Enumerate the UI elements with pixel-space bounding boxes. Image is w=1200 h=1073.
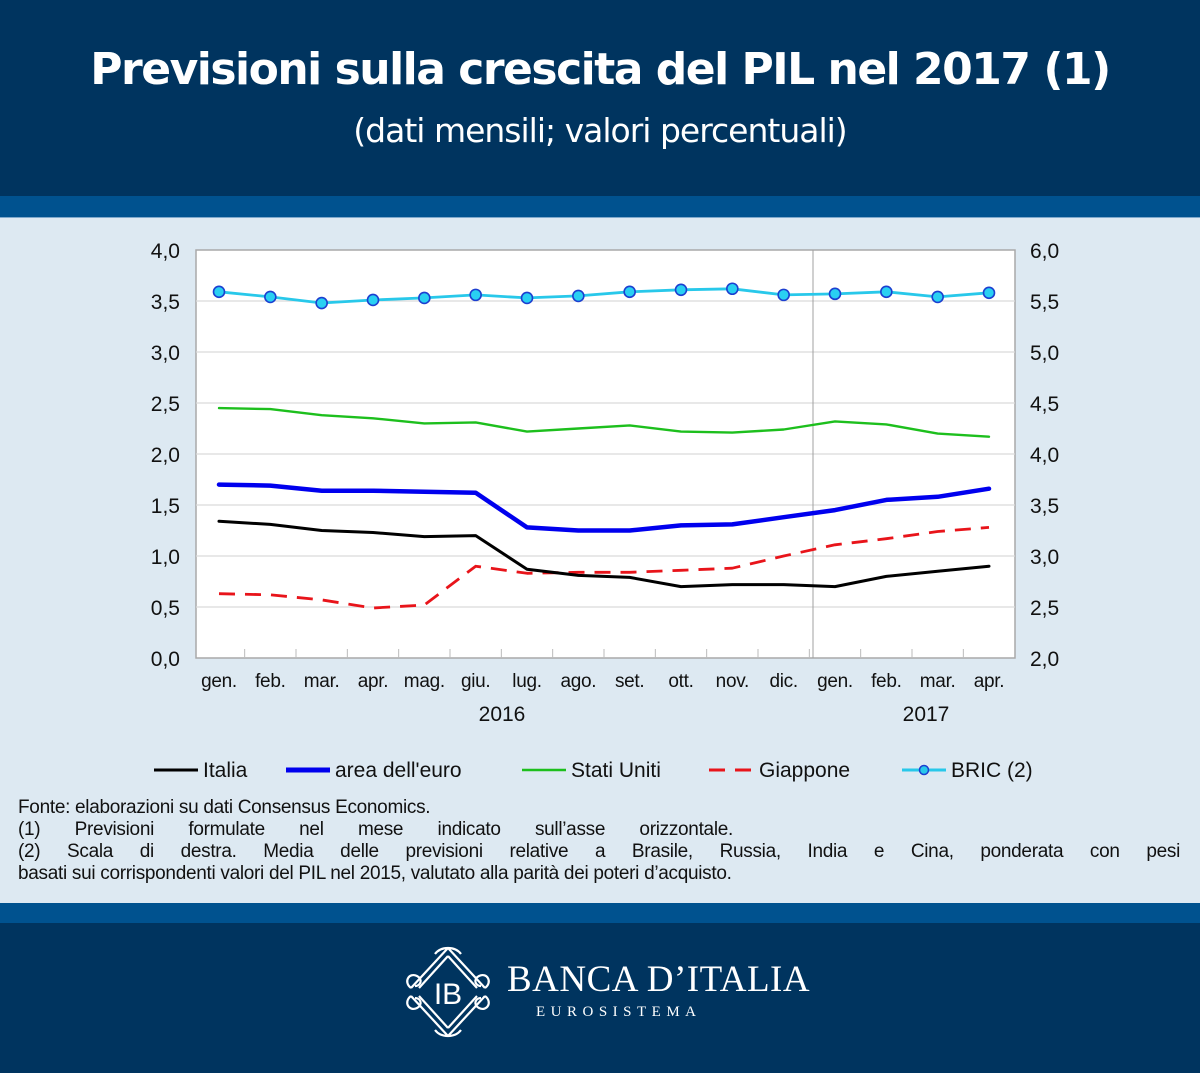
data-point-bric-2 — [315, 296, 328, 310]
data-point-bric-2 — [212, 285, 226, 299]
brand-name: BANCA D’ITALIA — [507, 959, 811, 1000]
header-band — [0, 196, 1200, 218]
series-line-stati-uniti — [217, 406, 991, 438]
x-axis-labels: gen. feb. mar. apr. mag. giu. lug. ago. set. ott.… — [201, 671, 1004, 692]
footer — [0, 923, 1200, 1073]
x-axis-label: dic. — [769, 671, 797, 692]
x-axis-label: gen. — [201, 671, 237, 692]
logo-monogram: IB — [434, 978, 462, 1011]
data-point-bric-2 — [726, 282, 739, 296]
x-axis-label: ott. — [668, 671, 693, 692]
data-point-bric-2 — [520, 291, 534, 305]
data-point-bric-2 — [264, 290, 277, 304]
right-axis-tick-label: 4,0 — [1030, 444, 1059, 467]
data-point-bric-2 — [469, 288, 482, 302]
left-axis-tick-label: 1,0 — [151, 546, 180, 569]
right-axis-tick-label: 2,0 — [1030, 648, 1059, 671]
left-axis-tick-label: 2,0 — [151, 444, 180, 467]
chart: 0,0 0,5 1,0 1,5 2,0 2,5 3,0 3,5 4,0 2,0 2,5 3,0 3,5… — [0, 217, 1200, 797]
data-point-bric-2 — [777, 288, 790, 302]
left-axis-labels: 0,0 0,5 1,0 1,5 2,0 2,5 3,0 3,5 4,0 — [151, 240, 180, 671]
data-point-bric-2 — [931, 290, 944, 304]
x-axis-label: mar. — [304, 671, 340, 692]
chart-title: Previsioni sulla crescita del PIL nel 20… — [90, 44, 1111, 95]
note-1: (1) Previsioni formulate nel mese indica… — [18, 819, 733, 840]
data-point-bric-2 — [982, 286, 996, 300]
x-axis-label: apr. — [358, 671, 389, 692]
line-chart: 0,0 0,5 1,0 1,5 2,0 2,5 3,0 3,5 4,0 2,0 2,5 3,0 3,5… — [151, 240, 1059, 782]
brand-tagline: EUROSISTEMA — [536, 1004, 702, 1020]
x-ticks — [244, 649, 964, 658]
series-line-giappone — [218, 526, 990, 610]
x-axis-label: mar. — [920, 671, 956, 692]
left-axis-tick-label: 0,0 — [151, 648, 180, 671]
source-note: Fonte: elaborazioni su dati Consensus Ec… — [18, 797, 431, 818]
year-label-2017: 2017 — [903, 703, 950, 726]
data-point-bric-2 — [418, 291, 431, 305]
legend-label-euro: area dell'euro — [335, 759, 462, 782]
data-point-bric-2 — [828, 287, 842, 301]
note-2-line-2: basati sui corrispondenti valori del PIL… — [18, 863, 732, 884]
x-axis-label: apr. — [974, 671, 1005, 692]
left-axis-tick-label: 3,5 — [151, 291, 180, 314]
right-axis-tick-label: 4,5 — [1030, 393, 1059, 416]
right-axis-tick-label: 3,5 — [1030, 495, 1059, 518]
legend-label-bric: BRIC (2) — [951, 759, 1033, 782]
x-axis-label: feb. — [871, 671, 902, 692]
x-axis-label: gen. — [817, 671, 853, 692]
data-point-bric-2 — [674, 283, 688, 297]
right-axis-tick-label: 2,5 — [1030, 597, 1059, 620]
data-point-bric-2 — [623, 285, 636, 299]
legend-marker-bric — [918, 764, 930, 776]
left-axis-tick-label: 0,5 — [151, 597, 180, 620]
footnotes: Fonte: elaborazioni su dati Consensus Ec… — [18, 797, 1180, 885]
legend: Italia area dell'euro Stati Uniti Giappo… — [154, 759, 1033, 782]
right-axis-labels: 2,0 2,5 3,0 3,5 4,0 4,5 5,0 5,5 6,0 — [1030, 240, 1059, 671]
year-label-2016: 2016 — [479, 703, 526, 726]
data-point-bric-2 — [572, 289, 585, 303]
series-line-italia — [217, 519, 991, 589]
left-axis-tick-label: 2,5 — [151, 393, 180, 416]
right-axis-tick-label: 6,0 — [1030, 240, 1059, 263]
x-axis-label: giu. — [461, 671, 490, 692]
series-group — [212, 282, 996, 610]
left-axis-tick-label: 3,0 — [151, 342, 180, 365]
banca-italia-logo-icon: IB — [406, 946, 490, 1038]
x-axis-label: lug. — [512, 671, 541, 692]
header: Previsioni sulla crescita del PIL nel 20… — [0, 0, 1200, 196]
x-axis-label: set. — [615, 671, 644, 692]
right-axis-tick-label: 5,5 — [1030, 291, 1059, 314]
x-axis-label: mag. — [404, 671, 445, 692]
x-axis-label: nov. — [716, 671, 749, 692]
chart-subtitle: (dati mensili; valori percentuali) — [353, 111, 847, 150]
right-axis-tick-label: 3,0 — [1030, 546, 1059, 569]
left-axis-tick-label: 1,5 — [151, 495, 180, 518]
data-point-bric-2 — [880, 285, 893, 299]
note-2-line-1: (2) Scala di destra. Media delle previsi… — [18, 841, 1180, 862]
footer-band — [0, 903, 1200, 923]
right-axis-tick-label: 5,0 — [1030, 342, 1059, 365]
legend-label-us: Stati Uniti — [571, 759, 661, 782]
x-axis-label: ago. — [560, 671, 596, 692]
x-axis-label: feb. — [255, 671, 286, 692]
left-axis-tick-label: 4,0 — [151, 240, 180, 263]
series-line-bric-2 — [217, 287, 991, 305]
series-line-area-dell-euro — [216, 482, 992, 533]
legend-label-japan: Giappone — [759, 759, 850, 782]
gridlines — [196, 300, 1015, 608]
data-point-bric-2 — [366, 293, 380, 307]
legend-label-italia: Italia — [203, 759, 248, 782]
